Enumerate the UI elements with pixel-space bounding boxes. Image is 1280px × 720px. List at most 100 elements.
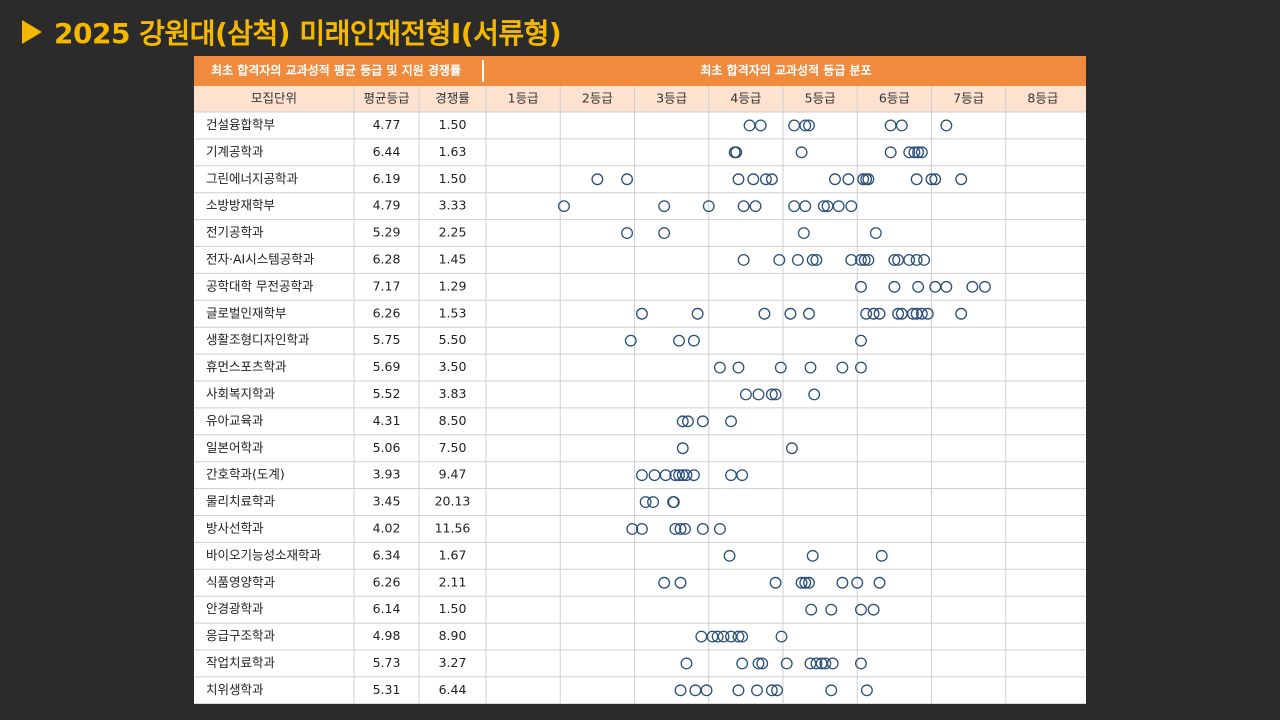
data-point [810, 657, 823, 670]
data-point [808, 388, 821, 401]
row-label: 소방방재학부 [206, 198, 275, 213]
data-point [929, 173, 942, 186]
avg-grade-value: 4.79 [373, 198, 401, 213]
competition-rate-value: 8.90 [439, 628, 467, 643]
data-point [765, 684, 778, 697]
data-point [869, 227, 882, 240]
avg-grade-value: 6.19 [373, 171, 401, 186]
competition-rate-value: 1.45 [439, 251, 467, 266]
grade-tick-label-5: 5등급 [805, 91, 836, 106]
data-point [669, 523, 682, 535]
data-point [806, 549, 819, 562]
data-point [803, 119, 815, 132]
data-point [687, 469, 700, 482]
competition-rate-value: 9.47 [439, 467, 467, 482]
data-point [648, 469, 661, 482]
avg-grade-value: 6.14 [373, 601, 401, 616]
data-point [862, 173, 875, 186]
data-point [955, 307, 968, 320]
title-bar: 2025 강원대(삼척) 미래인재전형I(서류형) [22, 10, 562, 54]
data-point [689, 684, 702, 697]
row-label: 방사선학과 [206, 520, 264, 535]
competition-rate-value: 2.25 [439, 225, 467, 240]
data-point [732, 173, 745, 186]
data-point [979, 280, 991, 293]
data-point [769, 388, 782, 401]
data-point [940, 119, 953, 132]
data-point [799, 576, 812, 589]
data-point [780, 657, 793, 670]
data-point [888, 280, 901, 293]
data-point [676, 415, 689, 428]
grade-tick-label-6: 6등급 [879, 91, 910, 106]
row-label: 치위생학과 [206, 682, 264, 697]
data-point [803, 307, 815, 320]
data-point [624, 334, 637, 347]
data-point [826, 657, 839, 670]
data-point [855, 334, 867, 347]
avg-grade-value: 6.34 [373, 547, 401, 562]
data-point [749, 200, 762, 213]
avg-grade-value: 6.28 [373, 251, 401, 266]
data-point [955, 173, 968, 186]
data-point [659, 469, 672, 482]
competition-rate-value: 1.50 [439, 171, 467, 186]
data-point [825, 603, 838, 616]
data-point [756, 657, 769, 670]
avg-grade-value: 7.17 [373, 278, 401, 293]
data-point [895, 119, 908, 132]
header-left-label: 최초 합격자의 교과성적 평균 등급 및 지원 경쟁률 [211, 63, 461, 78]
data-point [884, 119, 897, 132]
chart-panel: 최초 합격자의 교과성적 평균 등급 및 지원 경쟁률 최초 합격자의 교과성적 … [194, 56, 1086, 704]
data-point [730, 146, 743, 159]
data-point [921, 307, 934, 320]
row-label: 전자·AI시스템공학과 [206, 251, 315, 266]
data-point [679, 523, 691, 535]
avg-grade-value: 4.98 [373, 628, 401, 643]
grade-tick-label-3: 3등급 [656, 91, 687, 106]
data-point [915, 146, 928, 159]
data-point [702, 200, 715, 213]
data-point [912, 146, 925, 159]
data-point [723, 549, 736, 562]
data-point [819, 657, 832, 670]
avg-grade-value: 6.26 [373, 574, 401, 589]
competition-rate-value: 1.29 [439, 278, 467, 293]
data-point [717, 630, 730, 643]
data-point [732, 630, 745, 643]
data-point [658, 576, 671, 589]
row-label: 물리치료학과 [206, 494, 276, 509]
data-point [759, 173, 772, 186]
data-point [791, 253, 804, 266]
data-point [635, 469, 648, 482]
row-label: 바이오기능성소재학과 [206, 547, 322, 562]
competition-rate-value: 1.67 [439, 547, 467, 562]
row-label: 건설융합학부 [206, 117, 275, 132]
column-header-unit: 모집단위 [251, 91, 297, 106]
data-point [836, 361, 849, 374]
data-point [713, 361, 726, 374]
data-point [591, 173, 604, 186]
avg-grade-value: 5.75 [373, 332, 401, 347]
data-point [867, 603, 880, 616]
data-point [725, 469, 737, 482]
data-point [855, 361, 867, 374]
data-point [626, 523, 639, 535]
avg-grade-value: 6.26 [373, 305, 401, 320]
data-point [829, 173, 841, 186]
data-point [736, 469, 749, 482]
avg-grade-value: 6.44 [373, 144, 401, 159]
competition-rate-value: 3.83 [439, 386, 467, 401]
avg-grade-value: 5.29 [373, 225, 401, 240]
data-point [725, 415, 737, 428]
data-point [842, 173, 855, 186]
competition-rate-value: 1.53 [439, 305, 467, 320]
data-point [799, 119, 812, 132]
data-point [747, 173, 760, 186]
competition-rate-value: 11.56 [435, 520, 471, 535]
grade-tick-label-8: 8등급 [1027, 91, 1058, 106]
data-point [873, 576, 886, 589]
data-point [788, 200, 801, 213]
row-label: 공학대학 무전공학과 [206, 278, 314, 293]
data-point [788, 119, 801, 132]
